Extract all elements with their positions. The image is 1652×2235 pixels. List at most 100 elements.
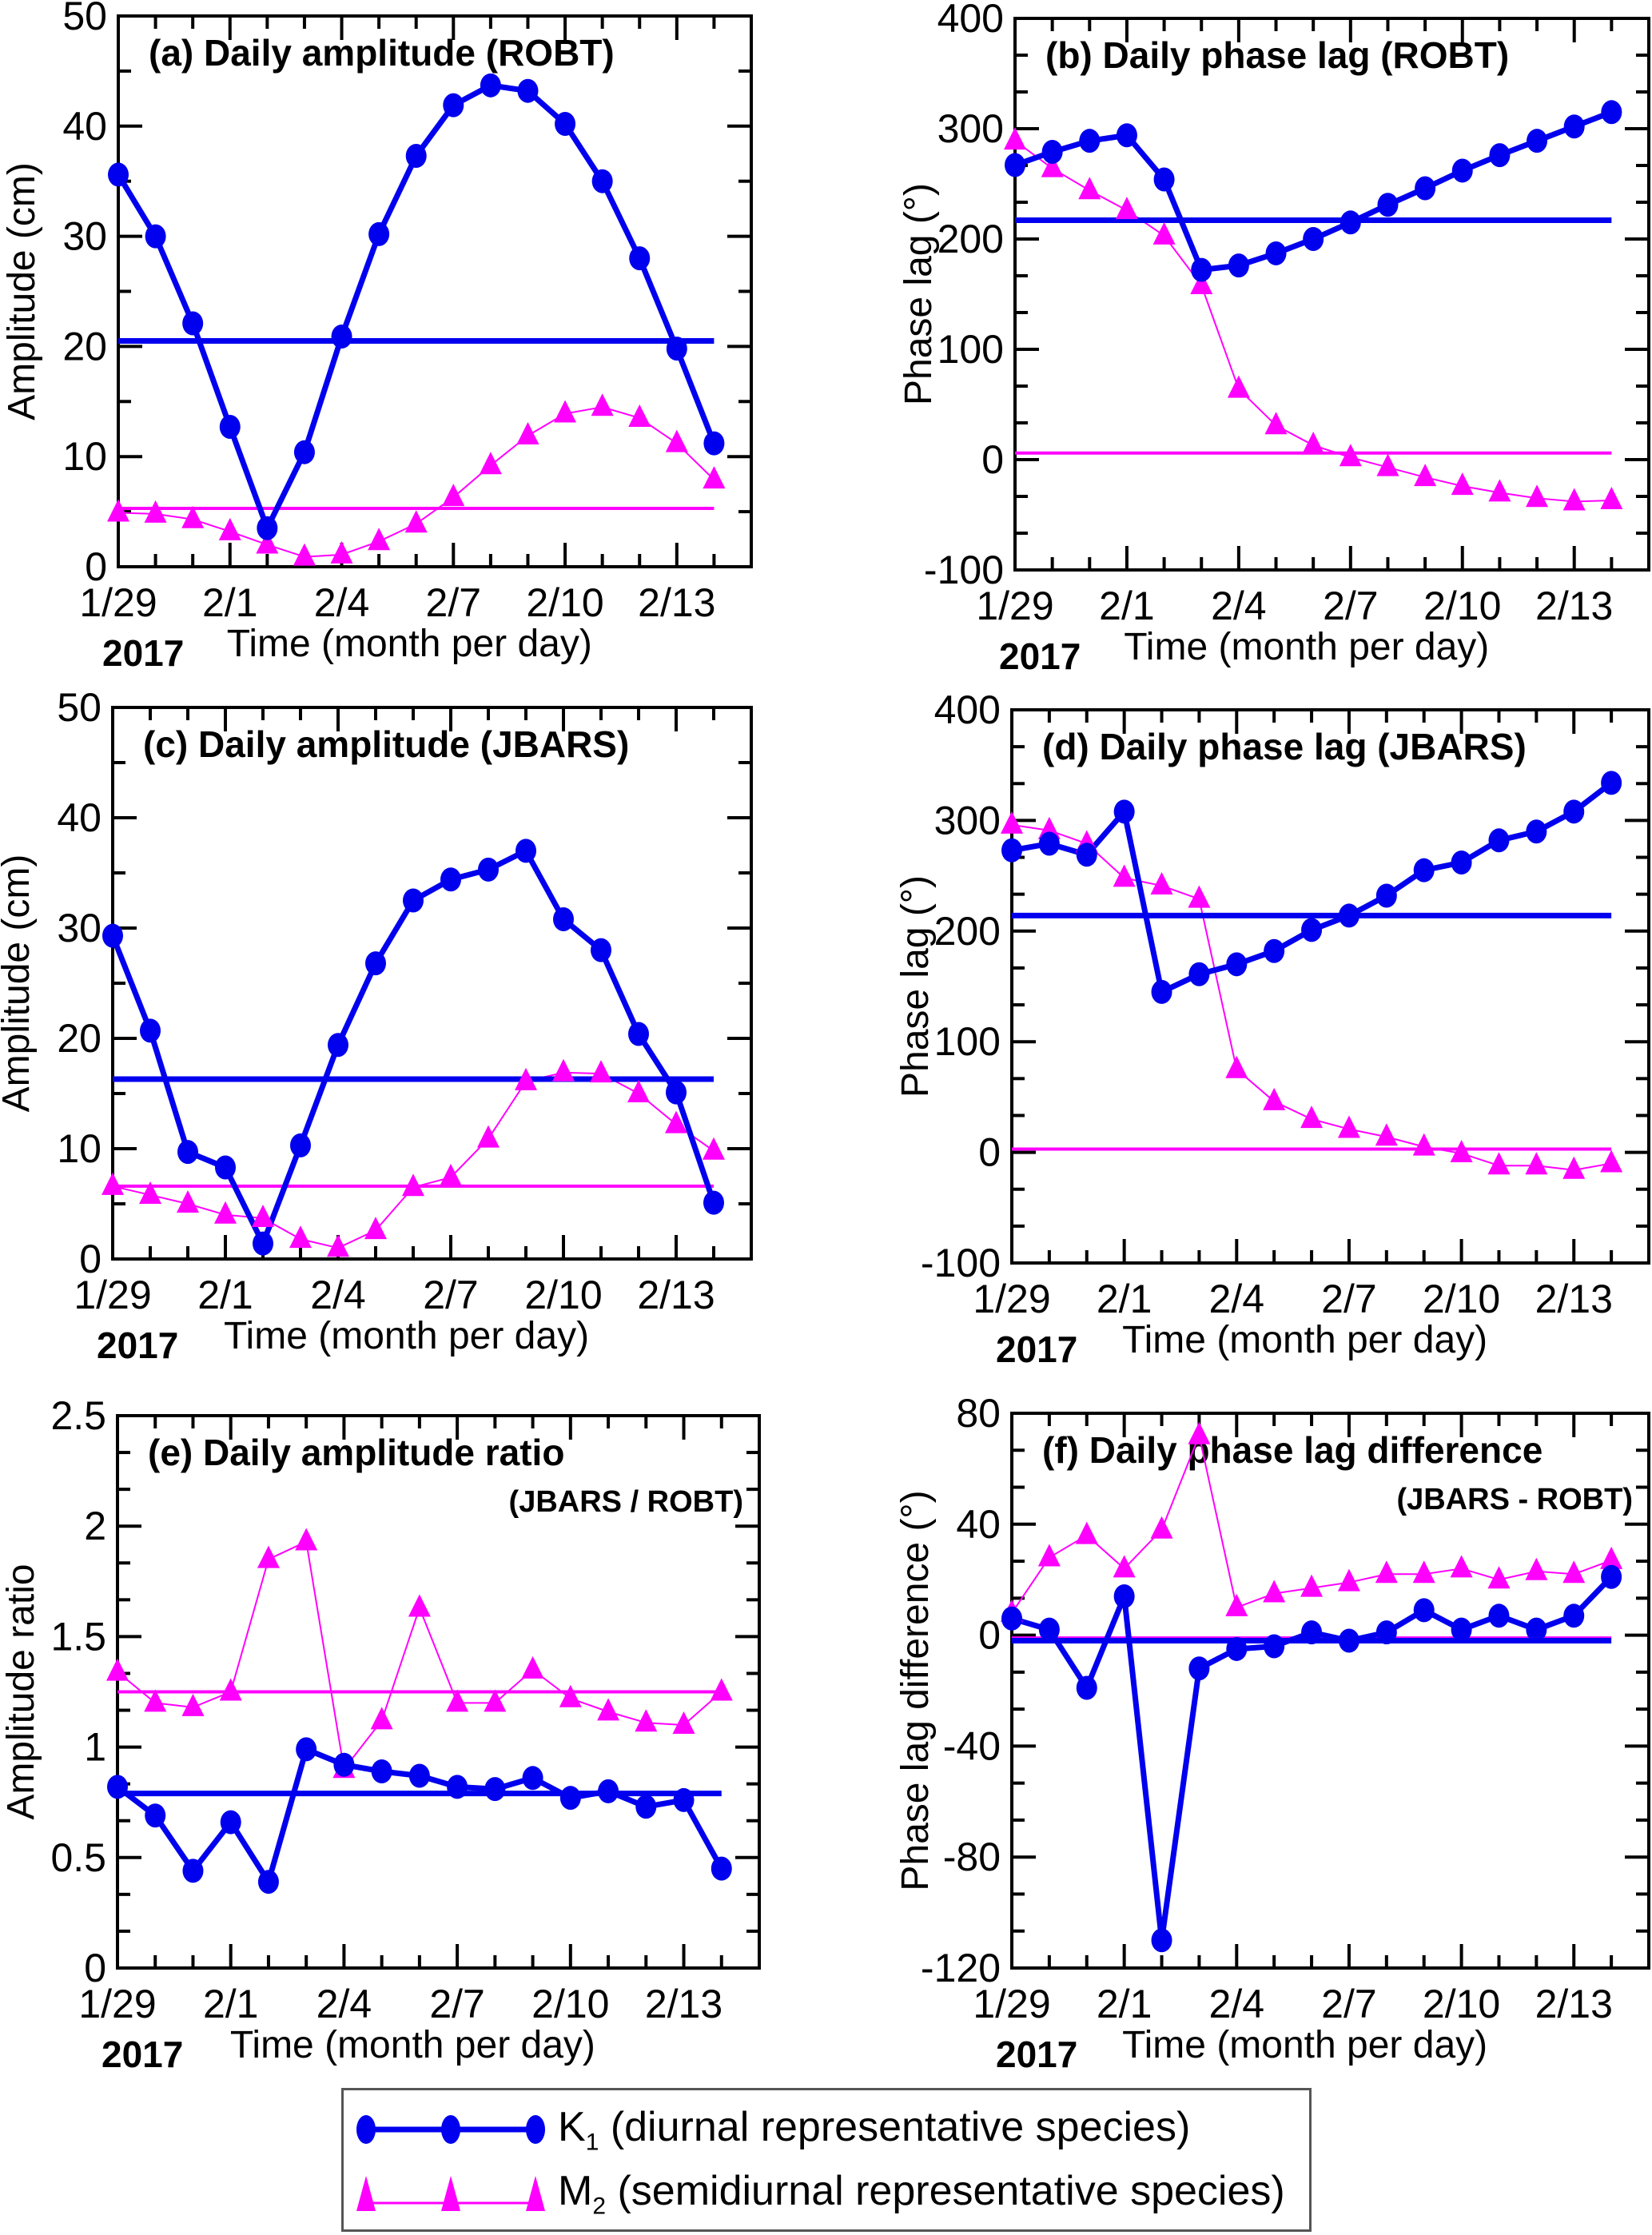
k1-data-point [443, 93, 464, 118]
x-tick-label: 2/7 [1321, 1277, 1377, 1321]
m2-data-point [1562, 1560, 1586, 1584]
k1-data-point [553, 906, 574, 931]
m2-data-point [559, 1684, 582, 1707]
k1-data-point [635, 1795, 657, 1819]
k1-data-point [559, 1786, 581, 1811]
m2-data-point [107, 499, 129, 522]
legend-item-m2: M2 (semidiurnal representative species) [355, 2165, 1285, 2221]
x-axis-label: Time (month per day) [227, 623, 592, 665]
plot-frame [117, 14, 753, 568]
y-tick-label: 50 [62, 0, 107, 38]
y-tick-label: 2 [84, 1504, 106, 1548]
k1-data-point [1489, 143, 1511, 168]
m2-data-point [627, 1080, 650, 1102]
y-tick-label: 30 [62, 214, 107, 259]
k1-data-point [368, 221, 390, 246]
y-axis-label: Phase lag difference (°) [894, 1490, 937, 1890]
x-tick-label: 2/13 [638, 580, 715, 625]
legend-subscript-k1: 1 [585, 2129, 599, 2156]
k1-data-point [1375, 883, 1397, 908]
y-tick-label: 20 [57, 1016, 102, 1061]
m2-data-point [1037, 1544, 1061, 1567]
y-tick-label: 300 [934, 798, 1001, 843]
k1-data-point [1488, 1604, 1510, 1628]
x-tick-label: 1/29 [976, 584, 1053, 628]
m2-data-point [521, 1655, 544, 1679]
k1-data-point [145, 1803, 166, 1828]
m2-data-point [1115, 197, 1138, 220]
m2-data-point [1041, 154, 1064, 177]
m2-data-point [554, 400, 577, 423]
k1-data-point [1113, 799, 1135, 824]
m2-data-point [446, 1689, 469, 1712]
m2-data-point [408, 1594, 431, 1617]
m2-data-point [1525, 1152, 1548, 1175]
m2-data-point [1600, 1546, 1623, 1569]
y-tick-label: -40 [943, 1723, 1001, 1768]
k1-data-point [408, 1763, 430, 1788]
panel-title: (a) Daily amplitude (ROBT) [149, 32, 615, 74]
m2-data-point [364, 1217, 387, 1240]
y-tick-label: 0 [85, 544, 107, 589]
y-tick-label: 0 [981, 437, 1004, 482]
k1-data-point [522, 1766, 543, 1791]
k1-data-point [140, 1018, 161, 1043]
y-axis-label: Amplitude ratio [0, 1564, 42, 1819]
panel-d: 1/29 2/1 2/4 2/7 2/10 2/13 Time (month per day… [894, 687, 1650, 1370]
panel-subtitle: (JBARS - ROBT) [1396, 1483, 1633, 1516]
x-tick-label: 1/29 [973, 1277, 1050, 1321]
m2-data-point [1600, 1149, 1623, 1173]
m2-data-point [1263, 1087, 1286, 1110]
legend-text-m2: (semidiurnal representative species) [606, 2167, 1285, 2214]
m2-data-point [1562, 1156, 1586, 1179]
k1-data-point [440, 867, 461, 892]
y-tick-label: 100 [937, 327, 1004, 372]
k1-data-point [1451, 1617, 1472, 1642]
m2-data-point [1375, 1560, 1398, 1584]
m2-data-point [256, 531, 279, 554]
k1-data-point [1563, 1604, 1585, 1628]
m2-legend-marker-icon [356, 2176, 545, 2211]
x-tick-label: 2/7 [1323, 584, 1379, 628]
panel-title: (c) Daily amplitude (JBARS) [143, 723, 629, 765]
k1-data-point [666, 1080, 687, 1105]
m2-data-point [477, 1125, 500, 1148]
k1-data-point [1601, 771, 1622, 795]
x-tick-label: 2/10 [526, 580, 603, 625]
panel-c: 1/29 2/1 2/4 2/7 2/10 2/13 Time (month per day… [0, 685, 753, 1366]
k1-data-point [290, 1133, 311, 1157]
year-label: 2017 [102, 632, 184, 674]
m2-data-point [402, 1173, 424, 1197]
x-tick-label: 2/4 [310, 1273, 366, 1317]
k1-data-point [1601, 100, 1622, 125]
x-tick-label: 1/29 [78, 1982, 156, 2026]
k1-data-point [1005, 153, 1025, 177]
k1-data-point [1265, 241, 1287, 265]
y-tick-label: 0 [978, 1130, 1001, 1175]
m2-data-point [144, 500, 167, 523]
m2-data-point [1152, 221, 1176, 245]
k1-data-point [598, 1779, 619, 1803]
m2-data-point [710, 1678, 733, 1701]
y-axis-label: Phase lag (°) [898, 183, 940, 405]
k1-data-point [1377, 193, 1399, 217]
m2-data-point [1526, 484, 1549, 508]
x-tick-label: 2/13 [637, 1273, 715, 1317]
x-tick-label: 2/10 [1423, 584, 1501, 628]
m2-data-point [1225, 1055, 1248, 1078]
panel-b: 1/29 2/1 2/4 2/7 2/10 2/13 Time (month per day… [898, 0, 1650, 677]
y-tick-label: 0 [84, 1946, 106, 1990]
y-tick-label: 400 [934, 687, 1001, 732]
k1-data-point [1563, 114, 1585, 139]
k1-data-point [1079, 129, 1101, 153]
m2-data-point [177, 1190, 199, 1213]
k1-data-point [1188, 962, 1210, 986]
m2-data-point [516, 422, 539, 445]
k1-data-point [1264, 1634, 1285, 1659]
x-axis-label: Time (month per day) [224, 1315, 589, 1357]
x-axis-label: Time (month per day) [1122, 2024, 1487, 2066]
m2-data-point [1339, 444, 1362, 467]
m2-data-point [330, 540, 353, 564]
m2-data-point [552, 1058, 575, 1082]
